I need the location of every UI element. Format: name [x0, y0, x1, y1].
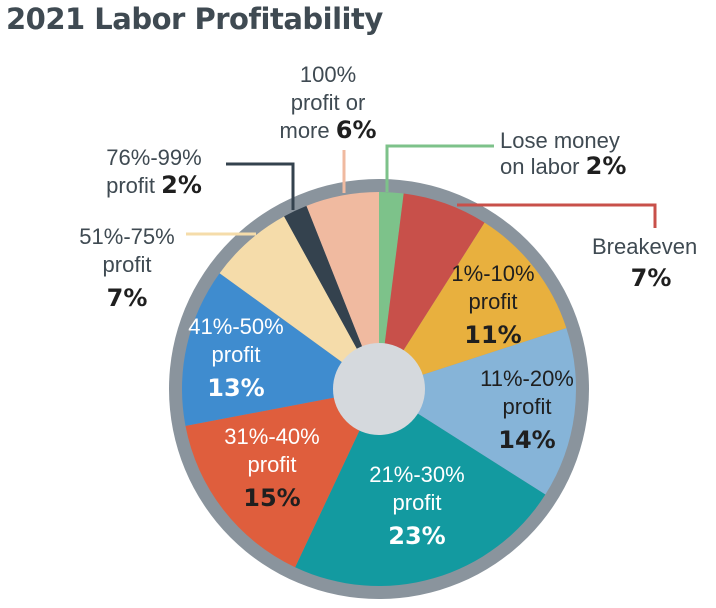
- pie-slice-1-10-profit: [379, 222, 567, 389]
- slice-label-31-40-profit: 31%-40% profit 15%: [224, 424, 319, 512]
- slice-label-line: profit: [103, 252, 152, 277]
- slice-label-line: Lose money: [500, 128, 620, 153]
- slice-value-100-profit-or-more: 6%: [336, 116, 377, 144]
- leader-line-lose-money-on-labor: [385, 144, 494, 192]
- pie-slice-11-20-profit: [379, 328, 576, 495]
- slice-label-line: 1%-10%: [451, 261, 534, 286]
- pie-center-hole: [333, 343, 425, 435]
- slice-label-breakeven: Breakeven 7%: [592, 234, 697, 292]
- slice-value-lose-money-on-labor: 2%: [586, 152, 627, 180]
- slice-value-51-75-profit: 7%: [107, 284, 148, 312]
- slice-label-line: 76%-99%: [106, 145, 201, 170]
- slice-label-lose-money-on-labor: Lose money on labor 2%: [500, 128, 626, 180]
- slice-label-line: profit: [469, 289, 518, 314]
- slice-label-21-30-profit: 21%-30% profit 23%: [369, 462, 464, 550]
- leader-line-breakeven: [457, 203, 657, 228]
- slice-value-76-99-profit: 2%: [161, 171, 202, 199]
- slice-label-100-profit-or-more: 100% profit or more 6%: [280, 62, 377, 144]
- slice-label-line: profit: [212, 342, 261, 367]
- slice-label-line: more: [280, 118, 336, 143]
- slice-label-line: profit: [503, 394, 552, 419]
- pie-slice-51-75-profit: [219, 216, 379, 389]
- slice-label-line: 41%-50%: [188, 314, 283, 339]
- slice-label-line: profit: [248, 452, 297, 477]
- pie-slice-21-30-profit: [295, 389, 546, 586]
- slice-label-line: 31%-40%: [224, 424, 319, 449]
- slice-label-1-10-profit: 1%-10% profit 11%: [451, 261, 534, 349]
- slice-value-21-30-profit: 23%: [388, 522, 445, 550]
- slice-label-41-50-profit: 41%-50% profit 13%: [188, 314, 283, 402]
- slice-value-31-40-profit: 15%: [243, 484, 300, 512]
- slice-label-line: profit or: [291, 90, 366, 115]
- pie-slice-breakeven: [379, 193, 485, 389]
- slice-value-41-50-profit: 13%: [207, 374, 264, 402]
- pie-slice-41-50-profit: [182, 273, 379, 426]
- slice-label-line: 21%-30%: [369, 462, 464, 487]
- slice-label-76-99-profit: 76%-99% profit 2%: [106, 145, 202, 199]
- pie-slice-31-40-profit: [185, 389, 379, 568]
- slice-label-11-20-profit: 11%-20% profit 14%: [480, 366, 574, 454]
- slice-value-11-20-profit: 14%: [498, 426, 555, 454]
- slice-label-line: profit: [393, 490, 442, 515]
- slice-label-line: profit: [106, 173, 161, 198]
- slice-value-1-10-profit: 11%: [464, 321, 521, 349]
- slice-value-breakeven: 7%: [631, 264, 672, 292]
- slice-label-line: Breakeven: [592, 234, 697, 259]
- slice-label-line: on labor: [500, 154, 586, 179]
- pie-slice-100-profit-or-more: [306, 192, 379, 389]
- slice-label-line: 100%: [300, 62, 356, 87]
- slice-label-51-75-profit: 51%-75% profit 7%: [79, 224, 174, 312]
- pie-slice-76-99-profit: [284, 205, 379, 389]
- leader-line-76-99-profit: [226, 162, 295, 210]
- slice-label-line: 51%-75%: [79, 224, 174, 249]
- chart-title: 2021 Labor Profitability: [6, 2, 383, 36]
- pie-slice-lose-money-on-labor: [379, 192, 404, 389]
- slice-label-line: 11%-20%: [480, 366, 574, 391]
